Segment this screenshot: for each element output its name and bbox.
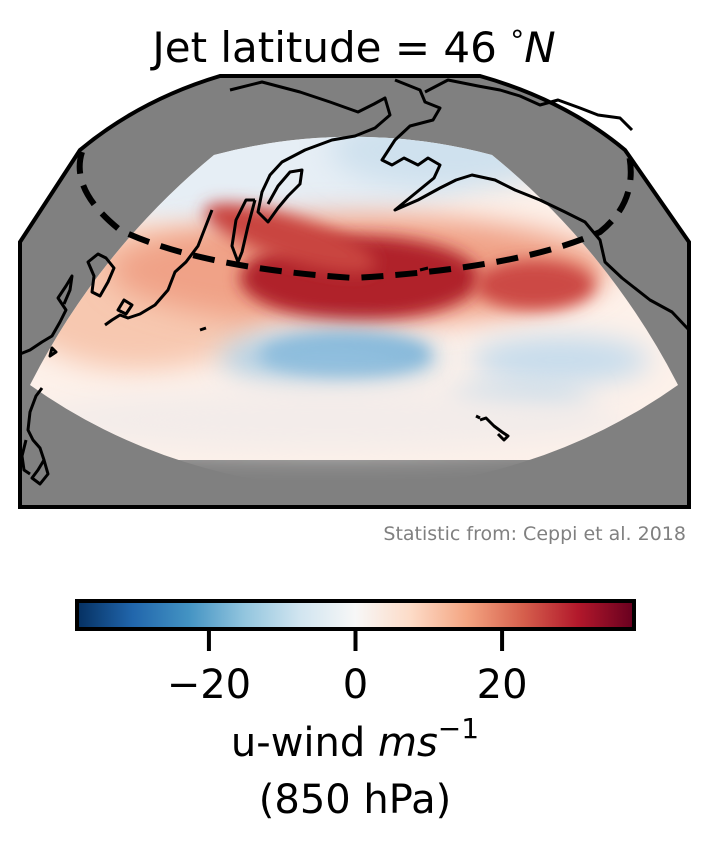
coastline-sakhalin (86, 252, 116, 298)
colorbar: −20 0 20 u-wind ms−1 (850 hPa) (75, 599, 636, 823)
colorbar-label-line2: (850 hPa) (259, 777, 451, 823)
map-panel (18, 74, 691, 509)
wind-field-blue-patch-east (470, 336, 650, 384)
map-frame (18, 74, 691, 509)
coastline-aleutian-1 (199, 326, 207, 332)
coastline-japan (26, 387, 50, 486)
wind-field-jet-axis (204, 203, 376, 273)
coastline-aleutian-2 (419, 266, 429, 272)
coastline-chukotka (229, 80, 392, 224)
coastline-korea (48, 346, 58, 358)
colorbar-ticks: −20 0 20 (167, 629, 528, 708)
coastline-alaska (380, 78, 691, 332)
wind-field-easterly-halo (220, 330, 440, 386)
coastline-kamchatka (230, 198, 257, 264)
colorbar-tick-label: 20 (477, 662, 528, 708)
wind-field-jet-east (475, 260, 595, 310)
colorbar-label-math: ms (378, 720, 438, 766)
coastline-hokkaido (116, 298, 134, 316)
colorbar-tick-label: 0 (343, 662, 368, 708)
colorbar-label-line1: u-wind ms−1 (231, 712, 479, 766)
colorbar-gradient (75, 599, 636, 631)
degree-symbol: ° (510, 24, 524, 57)
coastline-okhotsk (104, 209, 214, 327)
colorbar-tick-label: −20 (167, 662, 251, 708)
jet-latitude-line (76, 149, 634, 282)
title-unit: N (524, 23, 555, 72)
figure-title: Jet latitude = 46 °N (149, 23, 555, 72)
colorbar-label-sup: −1 (438, 712, 479, 745)
attribution-text: Statistic from: Ceppi et al. 2018 (383, 523, 686, 545)
coastline-japan-south (20, 439, 31, 476)
coastline-hawaii-2 (475, 414, 481, 420)
coastline-east-asia (19, 274, 74, 356)
coastline-hawaii (479, 416, 510, 442)
coastlines (19, 78, 691, 486)
wind-field-south-band (30, 390, 630, 450)
coastline-alaska-north (424, 78, 634, 132)
